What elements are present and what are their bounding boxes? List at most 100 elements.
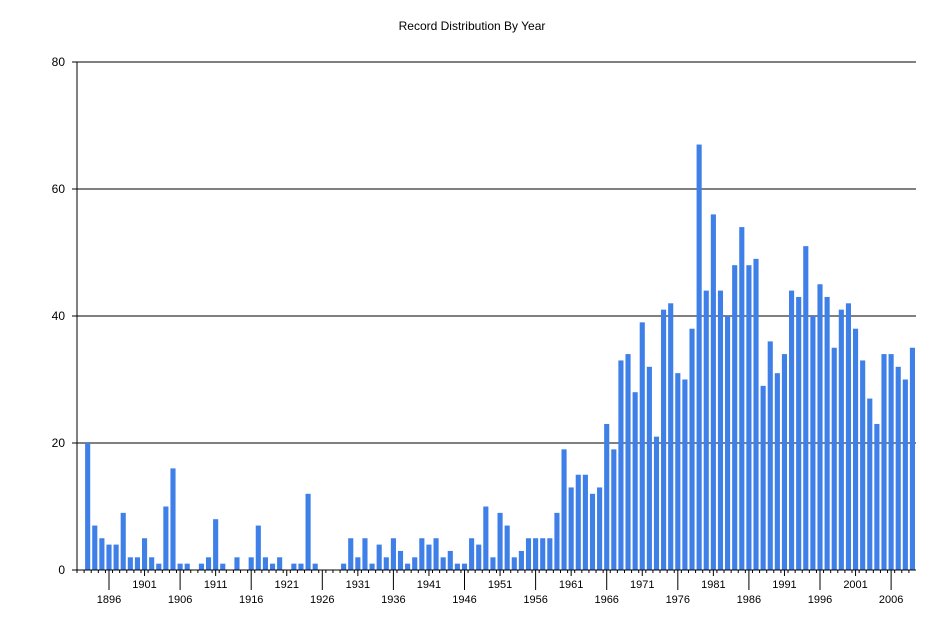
- bar-1984: [732, 265, 738, 570]
- bar-1953: [511, 557, 517, 570]
- bar-1938: [405, 563, 411, 570]
- bar-2008: [902, 379, 908, 570]
- bar-1963: [582, 474, 588, 570]
- bar-1930: [348, 538, 354, 570]
- bar-1904: [163, 506, 169, 570]
- bar-1960: [561, 449, 567, 570]
- x-tick-label: 1916: [239, 594, 263, 606]
- bar-1929: [341, 563, 347, 570]
- bar-1936: [390, 538, 396, 570]
- bar-1896: [106, 544, 112, 570]
- y-tick-label: 60: [52, 182, 66, 196]
- bar-1973: [653, 436, 660, 570]
- bar-1988: [760, 385, 766, 570]
- bar-1979: [696, 144, 702, 571]
- bar-1939: [412, 557, 418, 570]
- x-tick-label: 1991: [772, 579, 796, 591]
- bar-1972: [646, 366, 652, 570]
- bar-1937: [397, 550, 404, 570]
- bar-1945: [454, 563, 460, 570]
- bar-1997: [824, 296, 830, 570]
- y-tick-label: 80: [52, 55, 66, 69]
- bar-1935: [383, 557, 389, 570]
- y-tick-label: 20: [52, 436, 66, 450]
- bar-1957: [540, 538, 546, 570]
- bar-1956: [533, 538, 539, 570]
- bar-2006: [888, 354, 894, 570]
- bar-1965: [597, 487, 603, 570]
- bar-1932: [362, 538, 368, 570]
- bar-1951: [497, 512, 503, 570]
- x-tick-label: 1921: [275, 579, 299, 591]
- bar-1922: [291, 563, 297, 570]
- bar-1910: [205, 557, 212, 570]
- bar-1925: [312, 563, 318, 570]
- bar-1918: [262, 557, 268, 570]
- bar-1906: [177, 563, 183, 570]
- y-tick-label: 0: [58, 563, 65, 577]
- x-tick-label: 1931: [346, 579, 370, 591]
- bar-1967: [611, 449, 617, 570]
- bar-1894: [92, 525, 98, 570]
- bar-1974: [661, 309, 667, 570]
- bar-2003: [867, 398, 873, 570]
- x-tick-label: 1936: [381, 594, 405, 606]
- bar-1992: [789, 290, 795, 570]
- bar-1989: [767, 341, 773, 570]
- bar-1996: [817, 284, 823, 570]
- x-axis-ticks: 1896 1901 1906 1911 1916 1921 1926 1931 1936 1941…: [76, 570, 910, 606]
- bar-1962: [575, 474, 581, 570]
- bar-1898: [120, 512, 126, 570]
- x-tick-label: 1976: [666, 594, 690, 606]
- bar-1944: [447, 550, 453, 570]
- y-axis-ticks: 0 20 40 60 80: [52, 55, 77, 577]
- bar-1977: [682, 379, 688, 570]
- bar-1987: [753, 258, 759, 570]
- bar-1899: [127, 557, 133, 570]
- x-tick-label: 1946: [452, 594, 476, 606]
- bar-1976: [675, 373, 681, 570]
- bar-1909: [198, 563, 204, 570]
- bar-1923: [298, 563, 304, 570]
- bar-1990: [774, 373, 780, 570]
- bar-1964: [589, 493, 596, 570]
- x-tick-label: 1996: [808, 594, 832, 606]
- bar-1981: [710, 214, 716, 570]
- bar-1975: [668, 303, 674, 570]
- bar-1924: [305, 493, 311, 570]
- bar-1969: [625, 354, 631, 570]
- bar-1942: [433, 538, 439, 570]
- bar-1912: [220, 563, 226, 570]
- bar-1943: [440, 557, 446, 570]
- x-tick-label: 1901: [132, 579, 156, 591]
- bar-1940: [419, 538, 425, 570]
- bar-1903: [156, 563, 162, 570]
- bar-1897: [113, 544, 119, 570]
- bar-1978: [689, 328, 695, 570]
- bar-1950: [490, 557, 496, 570]
- bar-1952: [504, 525, 510, 570]
- bar-1901: [141, 538, 148, 570]
- bar-1947: [469, 538, 475, 570]
- bar-1931: [355, 557, 361, 570]
- x-tick-label: 1911: [204, 579, 228, 591]
- chart-title: Record Distribution By Year: [399, 19, 546, 33]
- bar-2005: [881, 354, 887, 570]
- x-tick-label: 1941: [417, 579, 441, 591]
- bar-1958: [547, 538, 553, 570]
- x-tick-label: 2001: [843, 579, 867, 591]
- bar-1893: [85, 443, 91, 570]
- bar-1949: [483, 506, 489, 570]
- bar-1916: [248, 557, 254, 570]
- x-tick-label: 1961: [559, 579, 583, 591]
- x-tick-label: 1986: [737, 594, 761, 606]
- y-tick-label: 40: [52, 309, 66, 323]
- bar-1948: [476, 544, 482, 570]
- x-tick-label: 1896: [97, 594, 121, 606]
- bar-1895: [99, 538, 105, 570]
- bar-1995: [810, 316, 816, 570]
- bar-2000: [845, 303, 852, 570]
- bar-1905: [170, 468, 176, 570]
- bar-1980: [703, 290, 709, 570]
- bar-1968: [618, 360, 624, 570]
